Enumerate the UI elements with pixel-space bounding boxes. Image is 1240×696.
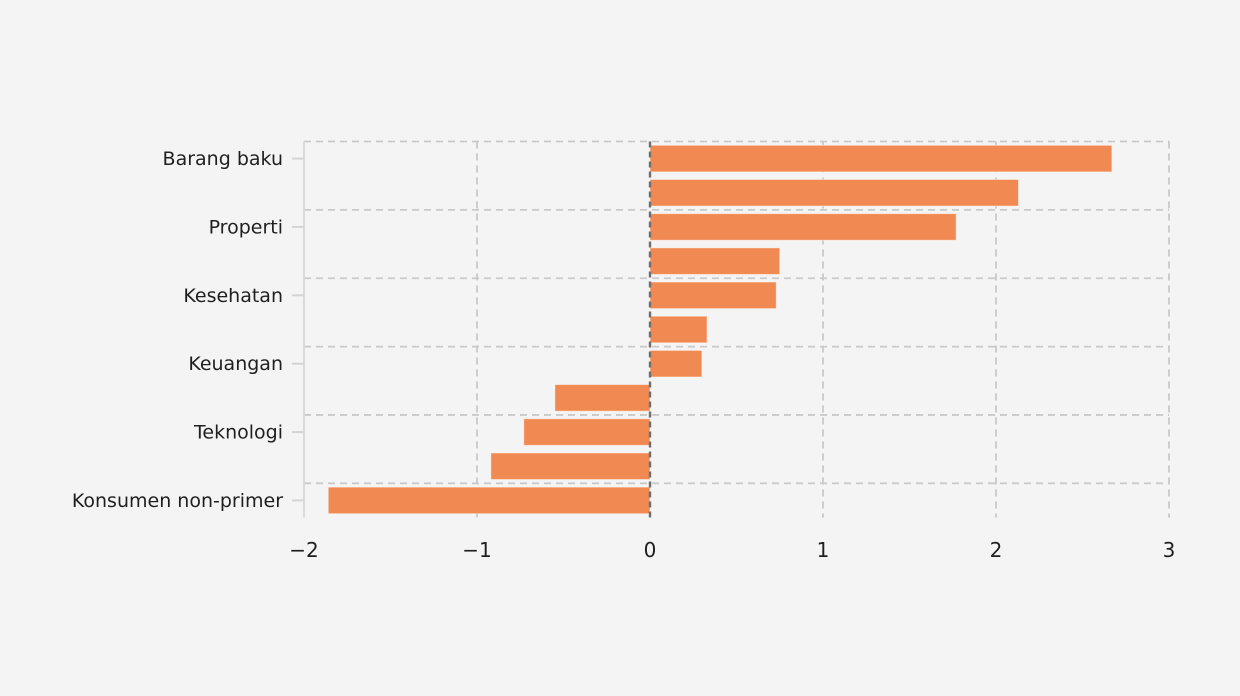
x-tick-label--1: −1 — [462, 538, 491, 562]
bar-properti — [649, 213, 957, 241]
bar-teknologi — [523, 418, 651, 446]
y-tick-label-teknologi: Teknologi — [193, 422, 283, 444]
x-tick-label-0: 0 — [644, 538, 657, 562]
bar-konsumen-non-primer — [327, 486, 651, 515]
y-tick-label-properti: Properti — [209, 216, 283, 238]
bar-5 — [649, 315, 708, 344]
bar-barang-baku — [649, 144, 1113, 173]
bar-keuangan — [649, 349, 703, 378]
bar-9 — [490, 452, 651, 481]
y-tick-label-barang-baku: Barang baku — [163, 148, 283, 170]
x-tick-label--2: −2 — [289, 538, 318, 562]
bar-7 — [554, 384, 651, 412]
y-tick-label-keuangan: Keuangan — [188, 353, 283, 375]
bar-kesehatan — [649, 281, 777, 310]
x-tick-label-2: 2 — [990, 538, 1003, 562]
bar-1 — [649, 178, 1019, 207]
x-tick-label-1: 1 — [817, 538, 830, 562]
bar-3 — [649, 247, 781, 275]
y-tick-label-kesehatan: Kesehatan — [183, 285, 283, 307]
x-tick-label-3: 3 — [1163, 538, 1176, 562]
y-tick-label-konsumen-non-primer: Konsumen non-primer — [72, 490, 283, 512]
